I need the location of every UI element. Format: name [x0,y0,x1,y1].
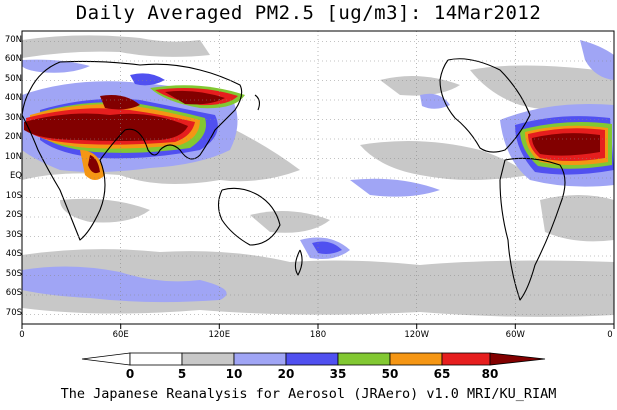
colorbar-segment-35-50 [337,352,391,366]
lat-label-20s: 20S [5,210,22,220]
footer-credit: The Japanese Reanalysis for Aerosol (JRA… [60,386,557,402]
colorbar-segment-65-80 [441,352,491,366]
colorbar-label-10: 10 [225,367,243,381]
colorbar-segment-50-65 [389,352,443,366]
colorbar-label-0: 0 [125,367,135,381]
lon-label-0-east: 0 [607,330,613,340]
gridlines [22,31,614,324]
colorbar-label-80: 80 [481,367,499,381]
axis-ticks [21,324,615,329]
lat-label-50n: 50N [4,74,22,84]
colorbar-label-35: 35 [329,367,347,381]
colorbar-segment-below-0 [81,352,131,366]
colorbar-segment-5-10 [181,352,235,366]
colorbar-segment-10-20 [233,352,287,366]
lat-label-20n: 20N [4,132,22,142]
lat-label-40s: 40S [5,249,22,259]
lat-label-10s: 10S [5,191,22,201]
lon-label-120e: 120E [208,330,231,340]
lon-label-60e: 60E [112,330,129,340]
coastlines [22,58,566,301]
lat-label-30n: 30N [4,113,22,123]
lat-label-70n: 70N [4,35,22,45]
colorbar-segment-0-5 [129,352,183,366]
lat-label-70s: 70S [5,308,22,318]
colorbar-label-65: 65 [433,367,451,381]
lon-label-0: 0 [19,330,25,340]
lat-label-eq: EQ [9,171,22,181]
colorbar-segment-20-35 [285,352,339,366]
lat-label-40n: 40N [4,93,22,103]
map-title: Daily Averaged PM2.5 [ug/m3]: 14Mar2012 [75,2,542,24]
lon-label-180: 180 [309,330,327,340]
colorbar [81,352,546,366]
lon-label-120w: 120W [404,330,430,340]
lon-label-60w: 60W [505,330,525,340]
colorbar-label-20: 20 [277,367,295,381]
lat-label-60s: 60S [5,288,22,298]
lat-label-50s: 50S [5,269,22,279]
colorbar-label-5: 5 [177,367,187,381]
lat-label-60n: 60N [4,54,22,64]
colorbar-segment-above-80 [489,352,546,366]
map-plot-area [22,31,614,324]
lat-label-30s: 30S [5,230,22,240]
lat-label-10n: 10N [4,152,22,162]
colorbar-label-50: 50 [381,367,399,381]
